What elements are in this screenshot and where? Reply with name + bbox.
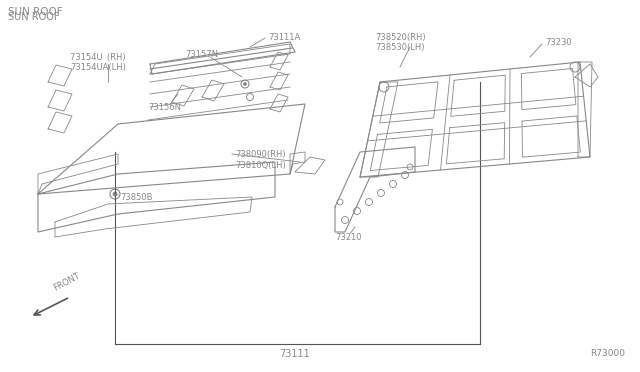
Text: 73156N: 73156N xyxy=(148,103,181,112)
Text: SUN ROOF: SUN ROOF xyxy=(8,12,60,22)
Text: 73154UA(LH): 73154UA(LH) xyxy=(70,62,126,71)
Text: R73000: R73000 xyxy=(590,350,625,359)
Text: 73111: 73111 xyxy=(280,349,310,359)
Text: 738090(RH): 738090(RH) xyxy=(235,150,285,158)
Text: 73850B: 73850B xyxy=(120,192,152,202)
Text: 738530(LH): 738530(LH) xyxy=(375,42,424,51)
Circle shape xyxy=(244,83,246,84)
Text: 73230: 73230 xyxy=(545,38,572,46)
Circle shape xyxy=(243,83,246,86)
Text: 73210: 73210 xyxy=(335,232,362,241)
Circle shape xyxy=(114,193,116,195)
Text: 73154U  (RH): 73154U (RH) xyxy=(70,52,125,61)
Circle shape xyxy=(113,192,117,196)
Text: 73111A: 73111A xyxy=(268,32,300,42)
Text: 738520(RH): 738520(RH) xyxy=(375,32,426,42)
Text: 73810Q(LH): 73810Q(LH) xyxy=(235,160,285,170)
Text: SUN ROOF: SUN ROOF xyxy=(8,7,63,17)
Text: 73157N: 73157N xyxy=(185,49,218,58)
Text: FRONT: FRONT xyxy=(52,272,81,293)
